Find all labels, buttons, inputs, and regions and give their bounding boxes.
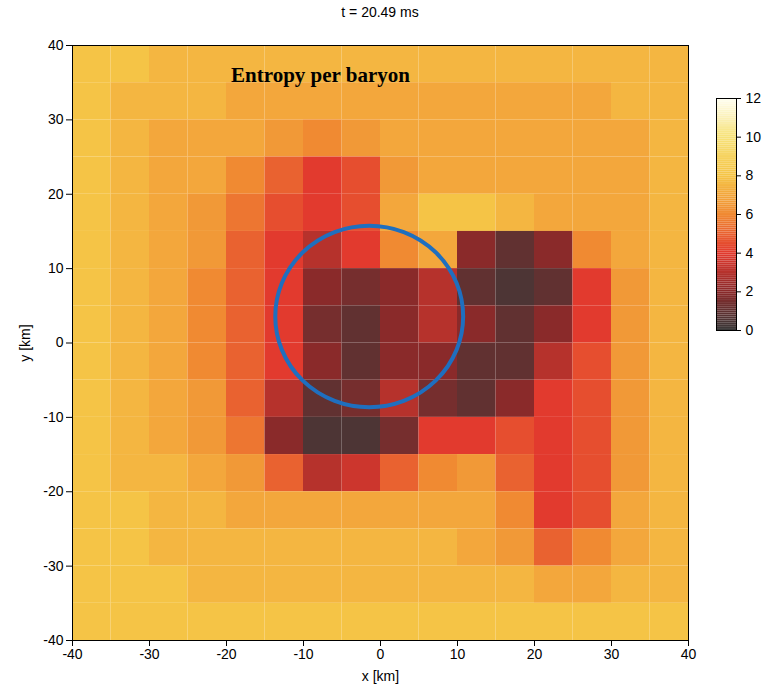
svg-text:20: 20 [527,646,543,662]
svg-text:2: 2 [746,283,754,299]
html-text:t = 20.49 ms: t = 20.49 ms [341,4,419,20]
svg-text:12: 12 [746,90,762,106]
svg-text:-30: -30 [139,646,159,662]
svg-text:-20: -20 [216,646,236,662]
svg-text:0: 0 [746,322,754,338]
svg-text:4: 4 [746,245,754,261]
svg-text:0: 0 [56,334,64,350]
svg-text:6: 6 [746,206,754,222]
svg-text:8: 8 [746,167,754,183]
svg-text:20: 20 [48,186,64,202]
svg-text:40: 40 [48,37,64,53]
svg-text:30: 30 [48,111,64,127]
svg-text:-40: -40 [43,632,63,648]
svg-text:-10: -10 [293,646,313,662]
svg-text:40: 40 [681,646,697,662]
svg-text:Entropy per baryon: Entropy per baryon [231,63,410,87]
svg-text:-40: -40 [62,646,82,662]
svg-text:10: 10 [48,260,64,276]
svg-text:10: 10 [450,646,466,662]
svg-text:30: 30 [604,646,620,662]
svg-text:-30: -30 [43,558,63,574]
svg-text:10: 10 [746,129,762,145]
svg-text:0: 0 [377,646,385,662]
svg-text:y [km]: y [km] [17,324,33,361]
svg-text:-20: -20 [43,483,63,499]
svg-text:x [km]: x [km] [362,668,399,684]
svg-text:-10: -10 [43,409,63,425]
